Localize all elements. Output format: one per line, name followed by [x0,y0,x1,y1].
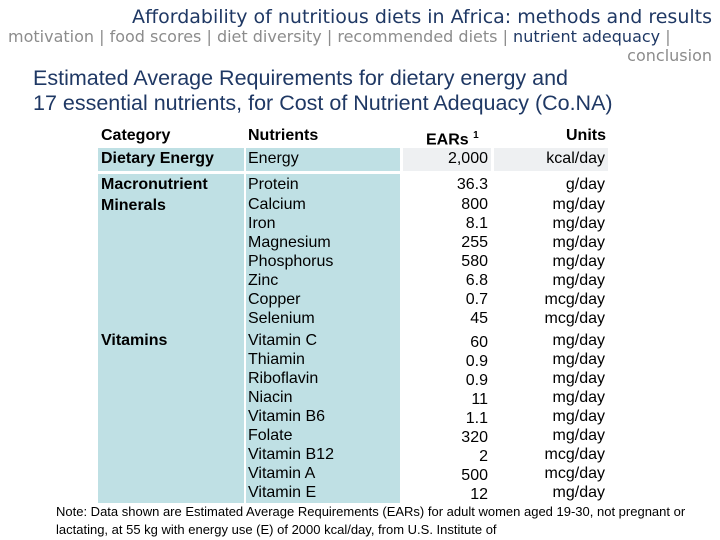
nav-item-recommended-diets[interactable]: recommended diets [337,27,498,46]
nutrient-folate: Folate [248,427,293,444]
nutrient-riboflavin: Riboflavin [248,370,319,387]
header-ears-label: EARs [426,131,469,149]
ear-energy: 2,000 [403,148,491,171]
ear-magnesium: 255 [461,234,488,251]
section-nav: motivation | food scores | diet diversit… [8,27,712,65]
header-ears: EARs 1 [426,127,494,150]
ear-copper: 0.7 [465,291,488,308]
nav-separator: | [206,27,217,46]
nutrient-energy: Energy [246,148,400,171]
ear-vitamin-b6: 1.1 [465,410,488,427]
ear-selenium: 45 [470,310,488,327]
unit-vitamin-a: mcg/day [544,465,605,482]
unit-riboflavin: mg/day [552,370,605,387]
unit-iron: mg/day [552,215,605,232]
category-dietary-energy: Dietary Energy [98,148,244,171]
header-nutrients: Nutrients [248,127,319,144]
ear-vitamin-e: 12 [470,486,488,503]
table-footnote: Note: Data shown are Estimated Average R… [56,504,686,537]
ear-vitamin-c: 60 [470,334,488,351]
nav-separator: | [502,27,514,46]
ear-folate: 320 [461,429,488,446]
unit-magnesium: mg/day [552,234,605,251]
header-units: Units [566,127,606,144]
ear-niacin: 11 [471,391,488,408]
nutrient-copper: Copper [248,291,301,308]
nutrient-iron: Iron [248,215,276,232]
ear-riboflavin: 0.9 [465,372,488,389]
ear-zinc: 6.8 [465,272,488,289]
ear-thiamin: 0.9 [465,353,488,370]
unit-copper: mcg/day [544,291,605,308]
unit-calcium: mg/day [552,196,605,213]
ear-vitamin-a: 500 [461,467,488,484]
unit-vitamin-b12: mcg/day [544,446,605,463]
category-minerals: Minerals [101,197,166,214]
presentation-title: Affordability of nutritious diets in Afr… [132,6,712,28]
ear-phosphorus: 580 [461,253,488,270]
unit-vitamin-c: mg/day [552,332,605,349]
nav-item-food-scores[interactable]: food scores [109,27,202,46]
nutrient-magnesium: Magnesium [248,234,331,251]
nutrient-selenium: Selenium [248,310,315,327]
unit-niacin: mg/day [552,389,605,406]
nav-separator: | [99,27,110,46]
nutrient-phosphorus: Phosphorus [248,253,334,270]
category-vitamins: Vitamins [101,332,168,349]
slide-heading-line2: 17 essential nutrients, for Cost of Nutr… [33,91,613,115]
header-ears-footnote: 1 [473,130,479,141]
unit-thiamin: mg/day [552,351,605,368]
nav-separator: | [326,27,338,46]
ear-protein: 36.3 [456,176,488,193]
nav-item-motivation[interactable]: motivation [8,27,95,46]
ear-iron: 8.1 [465,215,488,232]
unit-vitamin-e: mg/day [552,484,605,501]
nutrient-vitamin-c: Vitamin C [248,332,318,349]
nav-item-conclusion[interactable]: conclusion [627,46,712,65]
nutrient-zinc: Zinc [248,272,279,289]
nutrient-vitamin-a: Vitamin A [248,465,316,482]
ear-vitamin-b12: 2 [479,448,488,465]
nutrient-thiamin: Thiamin [248,351,305,368]
nutrient-protein: Protein [248,176,299,193]
slide-heading: Estimated Average Requirements for dieta… [33,66,713,116]
nav-item-nutrient-adequacy[interactable]: nutrient adequacy [513,27,661,46]
slide-heading-line1: Estimated Average Requirements for dieta… [33,66,569,90]
category-macronutrient: Macronutrient [101,176,208,193]
unit-vitamin-b6: mg/day [552,408,605,425]
unit-zinc: mg/day [552,272,605,289]
ear-table: Category Nutrients EARs 1 Units Dietary … [98,127,610,503]
unit-protein: g/day [565,176,605,193]
nutrient-vitamin-b12: Vitamin B12 [248,446,334,463]
nutrient-vitamin-e: Vitamin E [248,484,317,501]
nutrient-vitamin-b6: Vitamin B6 [248,408,326,425]
nav-separator: | [665,27,671,46]
unit-selenium: mcg/day [544,310,605,327]
nutrient-calcium: Calcium [248,196,306,213]
unit-phosphorus: mg/day [552,253,605,270]
nav-item-diet-diversity[interactable]: diet diversity [216,27,322,46]
category-column-band [98,174,244,503]
unit-energy: kcal/day [494,148,608,171]
nutrient-niacin: Niacin [248,389,293,406]
header-category: Category [101,127,171,144]
unit-folate: mg/day [552,427,605,444]
ear-calcium: 800 [461,196,488,213]
nutrient-column-band [246,174,400,503]
